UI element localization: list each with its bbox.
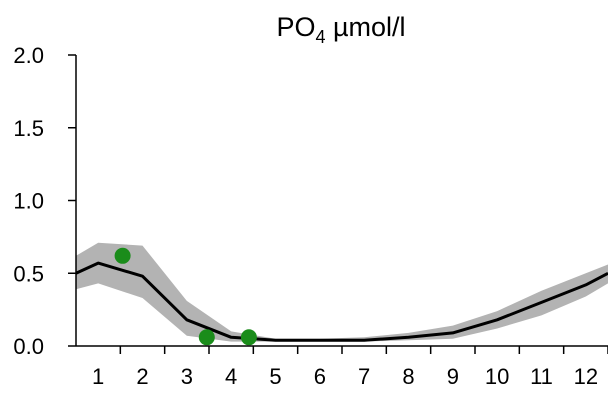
x-tick-label: 12: [574, 364, 598, 389]
x-tick-label: 9: [447, 364, 459, 389]
x-tick-label: 4: [225, 364, 237, 389]
x-tick-label: 8: [402, 364, 414, 389]
y-tick-label: 2.0: [13, 43, 44, 68]
y-tick-label: 0.5: [13, 261, 44, 286]
x-tick-label: 3: [181, 364, 193, 389]
x-tick-label: 7: [358, 364, 370, 389]
x-tick-label: 6: [314, 364, 326, 389]
x-tick-label: 5: [269, 364, 281, 389]
y-tick-label: 1.5: [13, 116, 44, 141]
plot-area: [75, 242, 608, 346]
x-tick-label: 10: [485, 364, 509, 389]
chart-title-subscript: 4: [315, 27, 325, 47]
data-point: [240, 329, 257, 346]
x-tick-label: 11: [530, 364, 553, 389]
axes: 0.00.51.01.52.01 2 3 4 5 6 7 8 9 10 11 12: [13, 43, 608, 389]
chart-title: PO4 µmol/l: [276, 12, 405, 47]
mean-line: [75, 261, 608, 342]
chart-title-unit: µmol/l: [325, 12, 405, 42]
y-tick-label: 1.0: [13, 189, 44, 214]
data-point: [198, 329, 215, 346]
chart-title-main: PO: [276, 12, 315, 42]
y-tick-label: 0.0: [13, 334, 44, 359]
x-tick-label: 1: [92, 364, 104, 389]
x-tick-label: 2: [136, 364, 148, 389]
range-band: [76, 242, 608, 342]
data-point: [114, 247, 131, 264]
